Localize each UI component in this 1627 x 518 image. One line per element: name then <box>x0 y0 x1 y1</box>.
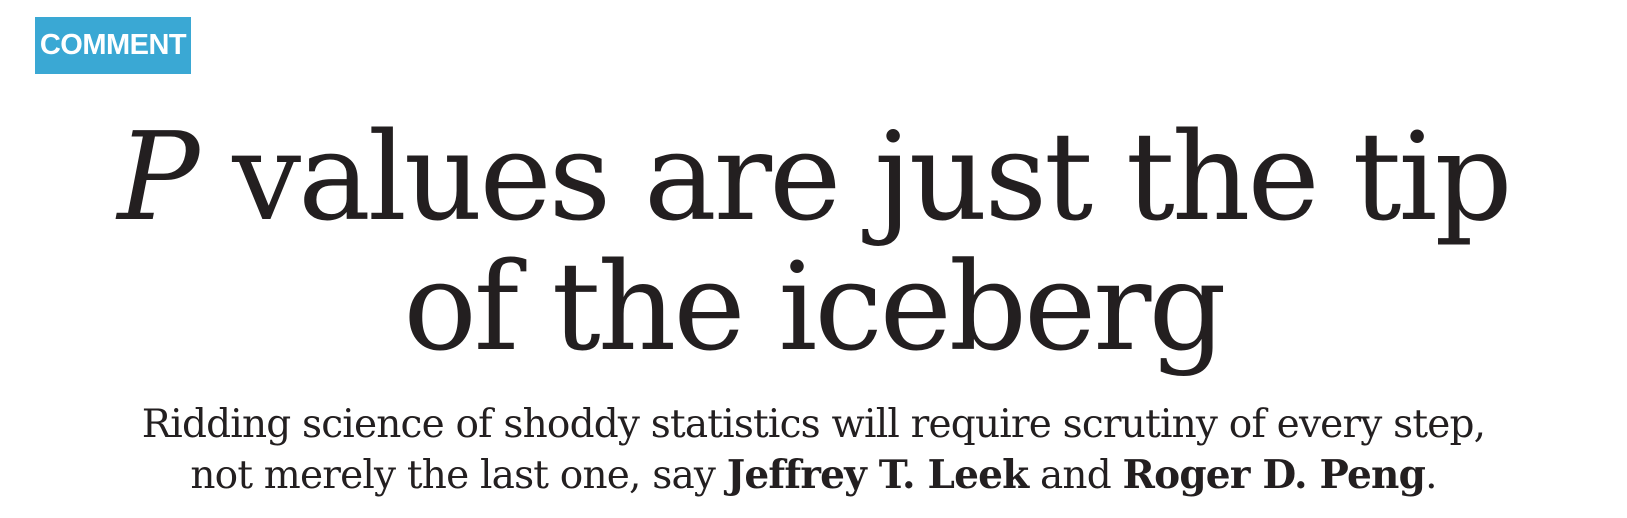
author-jeffrey-leek: Jeffrey T. Leek <box>726 452 1029 498</box>
article-headline: P values are just the tip of the iceberg <box>0 112 1627 372</box>
standfirst-suffix: . <box>1425 453 1437 498</box>
standfirst-line-2-prefix: not merely the last one, say <box>190 453 727 498</box>
headline-line-1: P values are just the tip <box>0 112 1627 242</box>
standfirst-line-1: Ridding science of shoddy statistics wil… <box>141 402 1486 447</box>
headline-line-1-text: values are just the tip <box>196 106 1512 248</box>
article-standfirst: Ridding science of shoddy statistics wil… <box>0 400 1627 501</box>
headline-italic-p: P <box>117 106 199 248</box>
section-tag-comment[interactable]: COMMENT <box>35 17 191 74</box>
headline-line-2: of the iceberg <box>403 236 1226 378</box>
author-joiner: and <box>1028 453 1123 498</box>
standfirst-line-2: not merely the last one, say Jeffrey T. … <box>0 450 1627 501</box>
author-roger-peng: Roger D. Peng <box>1122 452 1426 498</box>
